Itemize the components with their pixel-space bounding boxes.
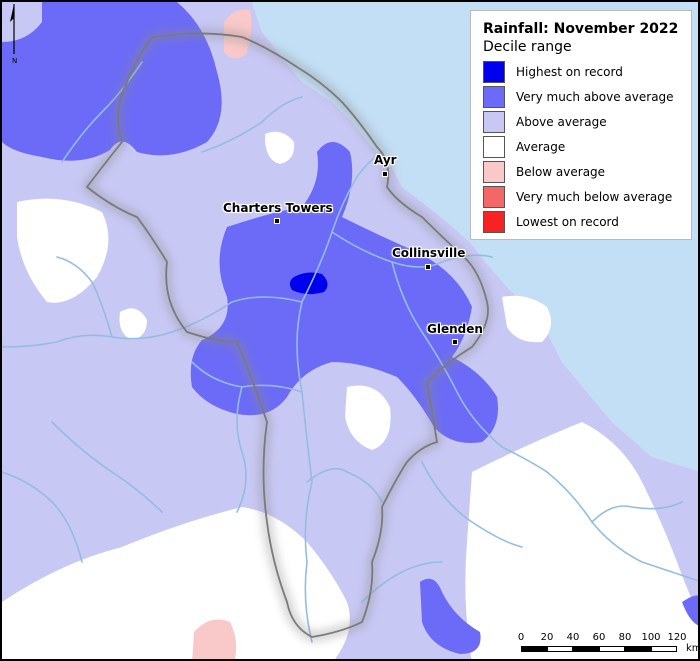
legend-swatch (483, 61, 505, 83)
town-label-glenden: Glenden (427, 322, 483, 336)
legend-label: Above average (516, 115, 607, 129)
scale-tick-20: 20 (540, 632, 554, 643)
scale-segment (651, 646, 677, 652)
legend-item-highest-on-record: Highest on record (483, 61, 688, 85)
legend-item-very-much-below-average: Very much below average (483, 186, 688, 210)
north-arrow-letter: N (12, 57, 18, 65)
catchment-boundary (85, 32, 489, 638)
legend-swatch (483, 111, 505, 133)
legend-label: Lowest on record (516, 215, 619, 229)
town-marker-charters-towers (274, 218, 280, 224)
scale-tick-60: 60 (592, 632, 606, 643)
legend-title: Rainfall: November 2022 (483, 21, 679, 37)
highest-on-record-region (289, 272, 328, 295)
town-label-ayr: Ayr (374, 153, 397, 167)
scale-bar: 0 20 40 60 80 100 120 km (517, 632, 698, 658)
town-marker-ayr (382, 171, 388, 177)
town-marker-collinsville (425, 264, 431, 270)
legend-item-average: Average (483, 136, 688, 160)
legend-item-lowest-on-record: Lowest on record (483, 211, 688, 235)
scale-segment (625, 646, 651, 652)
legend-label: Very much above average (516, 90, 674, 104)
scale-tick-40: 40 (566, 632, 580, 643)
scale-segment (599, 646, 625, 652)
legend-item-below-average: Below average (483, 161, 688, 185)
scale-segment (521, 646, 547, 652)
scale-tick-100: 100 (641, 632, 661, 643)
scale-tick-80: 80 (618, 632, 632, 643)
average-regions (2, 131, 698, 659)
scale-unit: km (686, 643, 700, 654)
legend-subtitle: Decile range (483, 39, 572, 55)
legend-label: Below average (516, 165, 606, 179)
north-arrow-icon (10, 4, 15, 54)
legend-label: Average (516, 140, 566, 154)
town-label-collinsville: Collinsville (392, 246, 466, 260)
scale-tick-0: 0 (517, 632, 525, 643)
scale-segment (547, 646, 573, 652)
legend-swatch (483, 136, 505, 158)
legend-item-very-much-above-average: Very much above average (483, 86, 688, 110)
scale-tick-120: 120 (667, 632, 687, 643)
legend-item-above-average: Above average (483, 111, 688, 135)
legend-swatch (483, 211, 505, 233)
legend-swatch (483, 86, 505, 108)
scale-segment (573, 646, 599, 652)
town-label-charters-towers: Charters Towers (223, 201, 333, 215)
town-marker-glenden (452, 339, 458, 345)
legend-swatch (483, 161, 505, 183)
map-legend: Rainfall: November 2022 Decile range Hig… (470, 10, 692, 240)
legend-swatch (483, 186, 505, 208)
legend-label: Highest on record (516, 65, 623, 79)
legend-label: Very much below average (516, 190, 673, 204)
